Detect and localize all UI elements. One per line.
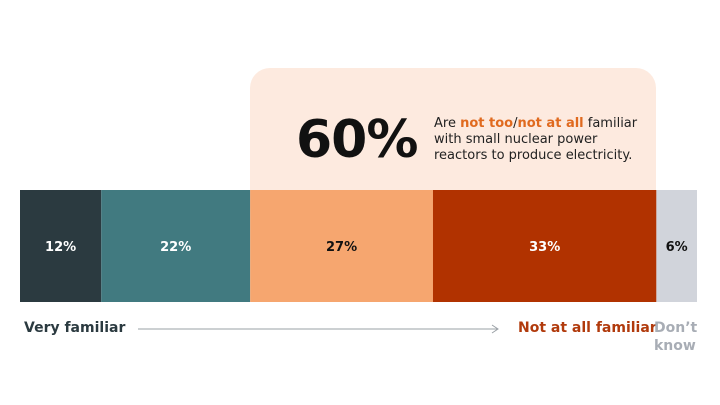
bar-segment-5	[656, 190, 697, 302]
legend-not-at-all-familiar: Not at all familiar	[518, 320, 657, 336]
bar-segment-2	[101, 190, 251, 302]
callout-value: 60%	[296, 110, 418, 170]
callout-separator: /	[513, 116, 518, 131]
bar-segment-label-2: 22%	[160, 240, 191, 255]
bar-segment-label-4: 33%	[529, 240, 560, 255]
callout-text-prefix: Are	[434, 116, 461, 131]
bar-segment-1	[20, 190, 102, 302]
callout-highlight-not-too: not too	[460, 116, 514, 131]
bar-segment-label-5: 6%	[666, 240, 688, 255]
bar-segment-label-1: 12%	[45, 240, 76, 255]
legend-dont-know: Don’t know	[654, 320, 698, 354]
bar-segment-3	[250, 190, 433, 302]
callout-text-suffix: familiar with small nuclear power reacto…	[434, 116, 638, 163]
bar-segment-4	[432, 190, 657, 302]
callout-highlight-not-at-all: not at all	[517, 116, 584, 131]
arrow-head-icon	[491, 324, 499, 334]
bar-segment-label-3: 27%	[326, 240, 357, 255]
legend-very-familiar: Very familiar	[24, 320, 126, 336]
callout-text: Are not too/not at all familiar with sma…	[434, 116, 644, 164]
